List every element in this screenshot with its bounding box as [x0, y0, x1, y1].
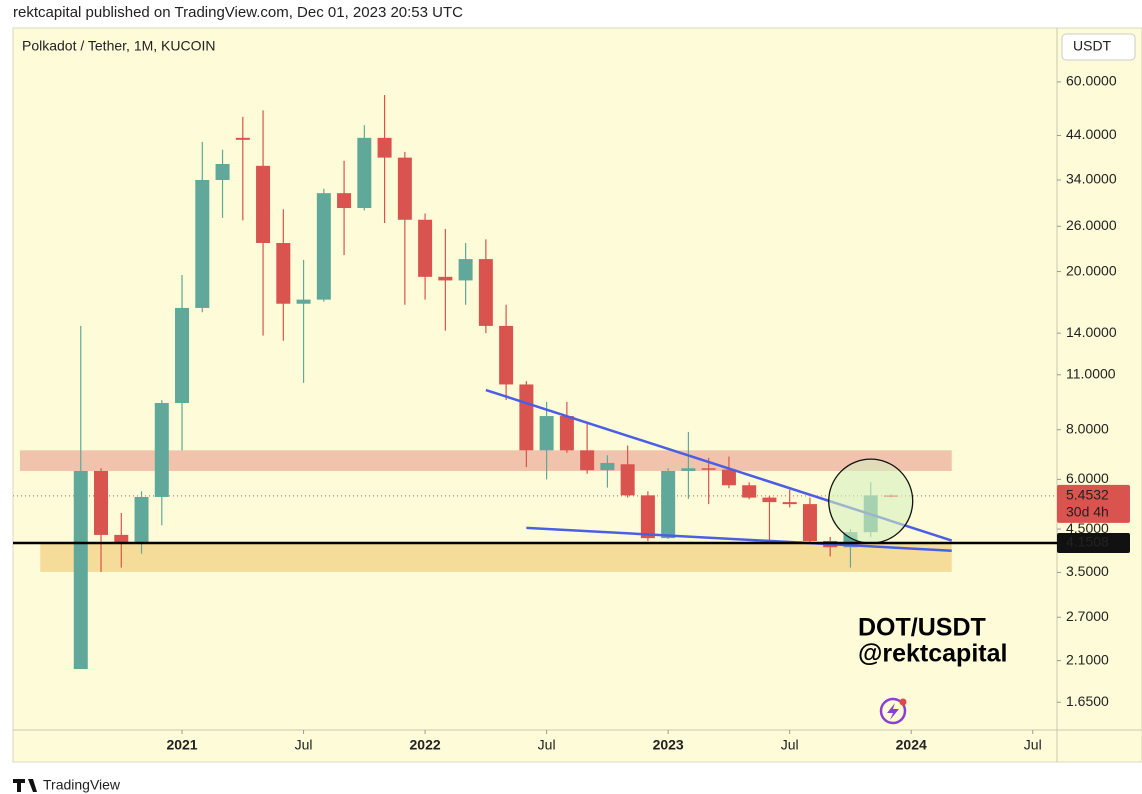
candle-body: [397, 157, 412, 220]
y-tick-label: 2.7000: [1066, 608, 1109, 624]
candle-body: [600, 462, 615, 471]
candle-body: [580, 450, 595, 471]
x-tick-label: Jul: [295, 737, 313, 753]
y-tick-label: 4.5000: [1066, 520, 1109, 536]
candle-body: [681, 468, 696, 471]
support-box: [1057, 533, 1130, 554]
trendline: [526, 526, 952, 552]
annotation: @rektcapital: [858, 640, 1007, 668]
candle-body: [276, 242, 291, 304]
candle-body: [256, 165, 271, 243]
candle-body: [377, 137, 392, 158]
y-tick-label: 20.0000: [1066, 262, 1117, 278]
candle-body: [458, 259, 473, 281]
candle-body: [94, 470, 109, 535]
candle-body: [215, 163, 230, 180]
y-tick-label: 11.0000: [1066, 365, 1116, 381]
candle-body: [175, 307, 190, 404]
header: rektcapital published on TradingView.com…: [13, 4, 463, 21]
currency-box[interactable]: [1061, 33, 1136, 61]
x-tick-label: 2022: [410, 737, 441, 753]
candle-body: [418, 219, 433, 277]
currency: USDT: [1073, 38, 1112, 54]
plot: [13, 95, 1057, 670]
y-tick-label: 1.6500: [1066, 693, 1109, 709]
y-tick-label: 60.0000: [1066, 73, 1117, 89]
y-tick-label: 2.1000: [1066, 651, 1109, 667]
candle-body: [195, 179, 210, 308]
candle-body: [499, 325, 514, 385]
tv-logo: [13, 779, 37, 792]
candle-body: [337, 193, 352, 209]
candle-body: [701, 468, 716, 470]
x-tick-label: 2024: [896, 737, 927, 753]
candle-body: [519, 384, 534, 451]
y-tick-label: 44.0000: [1066, 126, 1117, 142]
countdown-label: 30d 4h: [1066, 504, 1109, 520]
candle-body: [742, 485, 757, 498]
candle-body: [316, 193, 331, 300]
candle-body: [478, 259, 493, 326]
logo-badge: [879, 697, 907, 725]
axes: 60.0000 44.0000 34.0000 26.0000 20.0000 14.00…: [13, 73, 1130, 753]
candle-body: [235, 137, 250, 140]
candle-body: [721, 469, 736, 486]
support-label: 4.1508: [1066, 534, 1109, 550]
candle-body: [539, 416, 554, 451]
candle-body: [438, 276, 453, 281]
candle-body: [640, 495, 655, 539]
candle-body: [73, 470, 88, 670]
x-tick-label: 2023: [653, 737, 684, 753]
y-tick-label: 26.0000: [1066, 217, 1117, 233]
candle-body: [802, 504, 817, 541]
candle-body: [620, 464, 635, 496]
candle-body: [296, 299, 311, 304]
x-tick-label: Jul: [1024, 737, 1042, 753]
candle-body: [114, 534, 129, 544]
candle-body: [782, 502, 797, 505]
annotation: DOT/USDT: [858, 614, 986, 642]
y-tick-label: 6.0000: [1066, 470, 1109, 486]
x-tick-label: 2021: [166, 737, 197, 753]
last-price-label: 5.4532: [1066, 487, 1109, 503]
y-tick-label: 34.0000: [1066, 171, 1117, 187]
y-tick-label: 14.0000: [1066, 324, 1117, 340]
y-tick-label: 3.5000: [1066, 563, 1109, 579]
candle-body: [154, 403, 169, 497]
footer: TradingView: [43, 777, 121, 793]
chart-panel: [12, 27, 1142, 763]
last-price-box: [1057, 484, 1130, 523]
x-tick-label: Jul: [538, 737, 556, 753]
zone: [40, 543, 952, 572]
candle-body: [559, 416, 574, 451]
y-tick-label: 8.0000: [1066, 420, 1109, 436]
chart-title: Polkadot / Tether, 1M, KUCOIN: [22, 38, 216, 54]
highlight-circle: [828, 458, 914, 544]
candle-body: [762, 497, 777, 503]
x-tick-label: Jul: [781, 737, 799, 753]
candle-body: [661, 470, 676, 539]
candle-body: [357, 137, 372, 209]
candle-body: [134, 496, 149, 544]
